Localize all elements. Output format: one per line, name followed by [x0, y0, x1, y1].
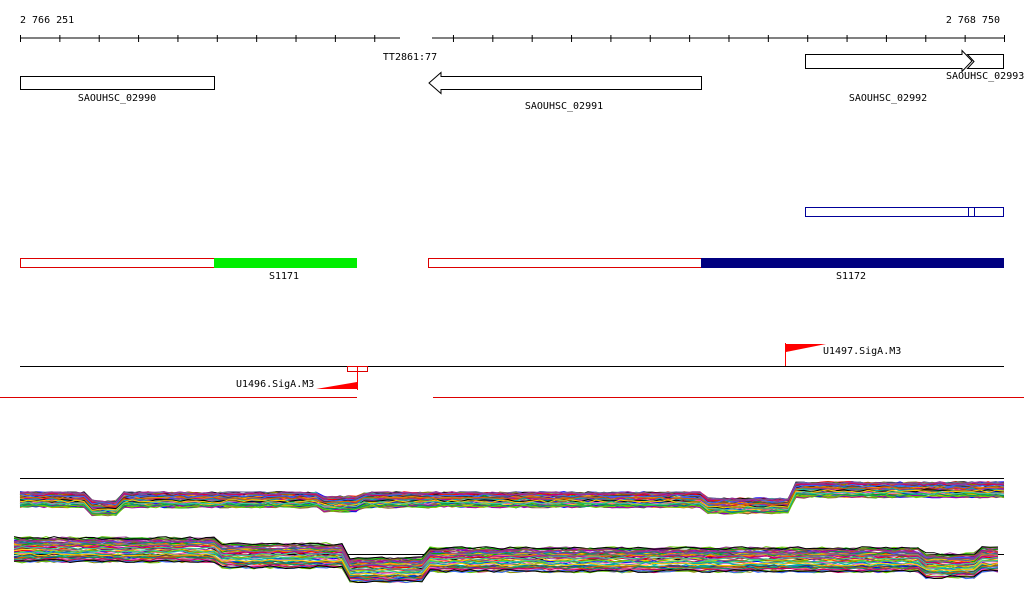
profile-line [13, 542, 999, 567]
ruler-ticks [20, 35, 1005, 42]
profile-line [13, 540, 999, 564]
gene-feature[interactable] [20, 76, 215, 90]
segment-track: S1171 S1172 [20, 258, 1004, 282]
gene-label: SAOUHSC_02991 [525, 101, 603, 112]
profile-line [19, 485, 1005, 507]
profile-line [19, 489, 1005, 511]
segment-outline[interactable] [20, 258, 215, 268]
expression-profile-lower [13, 536, 1004, 584]
segment-bar[interactable] [701, 258, 1004, 268]
gene-label: SAOUHSC_02992 [849, 93, 927, 104]
promoter-flag[interactable] [786, 344, 826, 352]
segment-label: S1172 [836, 271, 866, 282]
profile-line [13, 555, 999, 579]
profile-line [13, 546, 999, 571]
blue-feature-track [805, 207, 1004, 217]
profile-line [13, 552, 999, 576]
gene-label: SAOUHSC_02990 [78, 93, 156, 104]
terminator-label: TT2861:77 [383, 52, 437, 63]
profile-line [19, 489, 1005, 511]
gene-label: SAOUHSC_02993 [946, 71, 1024, 82]
promoter-track: U1496.SigA.M3 U1497.SigA.M3 [0, 343, 1024, 398]
profile-line [13, 536, 999, 561]
promoter-label: U1497.SigA.M3 [823, 346, 901, 357]
gene-feature[interactable] [805, 49, 973, 73]
promoter-label: U1496.SigA.M3 [236, 379, 314, 390]
blue-feature[interactable] [805, 207, 1004, 217]
ruler-start-label: 2 766 251 [20, 15, 74, 26]
profile-line [13, 549, 999, 574]
gene-feature[interactable] [428, 71, 702, 95]
segment-bar[interactable] [214, 258, 357, 268]
promoter-flag[interactable] [316, 382, 357, 389]
profile-line [19, 481, 1005, 504]
coordinate-ruler: 2 766 251 2 768 750 [20, 15, 1005, 42]
ruler-end-label: 2 768 750 [946, 15, 1000, 26]
profile-line [13, 559, 999, 583]
profile-line [19, 486, 1005, 507]
profile-line [13, 557, 999, 582]
segment-outline[interactable] [428, 258, 702, 268]
profile-line [13, 556, 999, 581]
gene-feature[interactable] [966, 54, 1004, 69]
profile-line [19, 491, 1005, 513]
expression-profile-upper [19, 478, 1005, 517]
gene-track: SAOUHSC_02990 SAOUHSC_02991 SAOUHSC_0299… [20, 49, 1024, 112]
profile-line [19, 494, 1005, 516]
segment-label: S1171 [269, 271, 299, 282]
